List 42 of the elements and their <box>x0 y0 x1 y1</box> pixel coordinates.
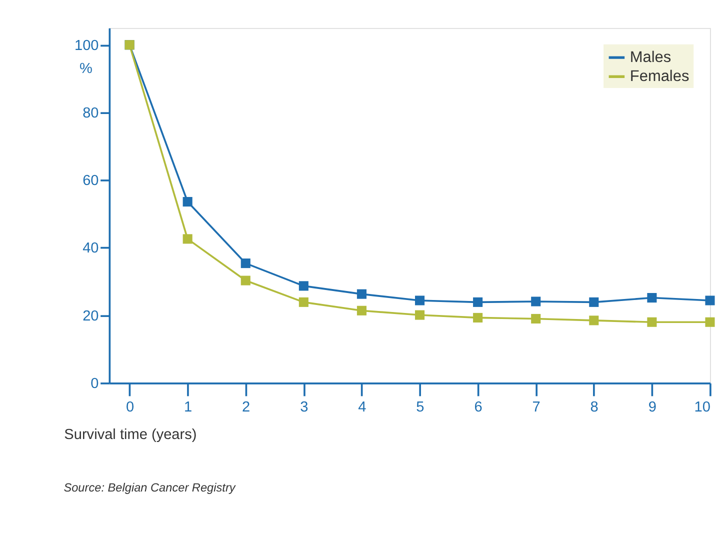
point <box>589 297 599 307</box>
point <box>414 310 425 320</box>
point <box>589 316 599 326</box>
y-tick-label: 60 <box>82 173 99 190</box>
y-tick-label: 0 <box>90 376 99 392</box>
point <box>473 297 483 307</box>
legend-label: Males <box>630 49 672 66</box>
x-tick-label: 10 <box>694 400 710 416</box>
point <box>298 297 308 307</box>
x-tick-label: 5 <box>416 400 424 416</box>
x-tick-label: 8 <box>590 400 598 416</box>
point <box>705 296 715 306</box>
point <box>647 293 657 303</box>
point <box>531 296 541 306</box>
y-tick-label: 100 <box>74 38 99 54</box>
point <box>356 306 366 316</box>
point <box>298 281 308 291</box>
point <box>647 317 657 327</box>
point <box>705 317 715 327</box>
point <box>240 258 250 268</box>
x-tick-label: 1 <box>184 400 192 416</box>
x-tick-label: 9 <box>648 400 656 416</box>
point <box>414 296 425 306</box>
legend-label: Females <box>630 68 690 86</box>
x-axis-title: Survival time (years) <box>64 426 197 443</box>
x-tick-label: 0 <box>126 400 134 416</box>
y-axis-title: % <box>80 61 93 78</box>
point <box>182 196 192 207</box>
y-tick-label: 20 <box>82 308 99 324</box>
point <box>356 289 366 299</box>
x-tick-label: 4 <box>358 400 366 416</box>
y-tick-label: 80 <box>82 106 99 122</box>
y-tick-label: 40 <box>82 240 99 257</box>
x-tick-label: 6 <box>474 400 482 416</box>
point <box>182 234 192 244</box>
x-tick-label: 2 <box>242 400 250 416</box>
point <box>473 312 483 322</box>
x-tick-label: 3 <box>300 400 308 416</box>
point <box>240 276 250 286</box>
x-tick-label: 7 <box>532 400 540 416</box>
source-note: Source: Belgian Cancer Registry <box>64 480 236 494</box>
point <box>531 314 541 324</box>
